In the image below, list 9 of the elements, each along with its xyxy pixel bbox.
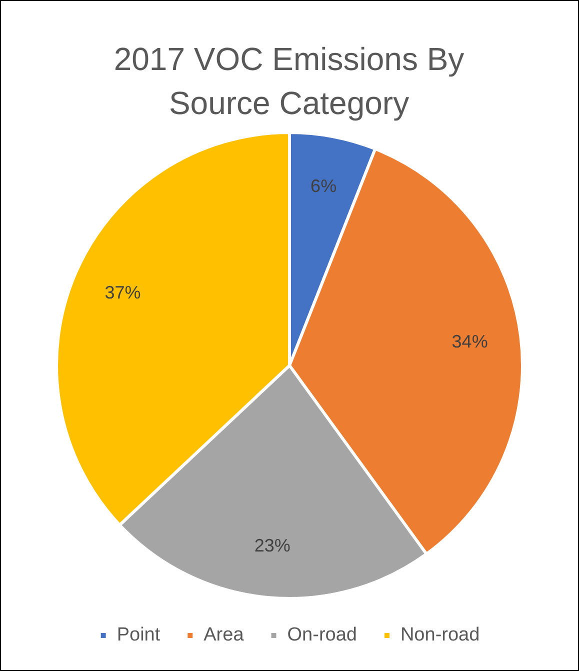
data-label: 6% [310,176,337,196]
data-label: 34% [452,332,488,352]
chart-title: 2017 VOC Emissions By Source Category [112,40,466,123]
data-label: 37% [104,282,141,302]
legend-label: Point [116,624,161,646]
data-label: 23% [254,535,290,556]
legend-label: On-road [287,624,357,646]
legend-label: Area [204,624,244,646]
legend-label: Non-road [400,624,480,646]
